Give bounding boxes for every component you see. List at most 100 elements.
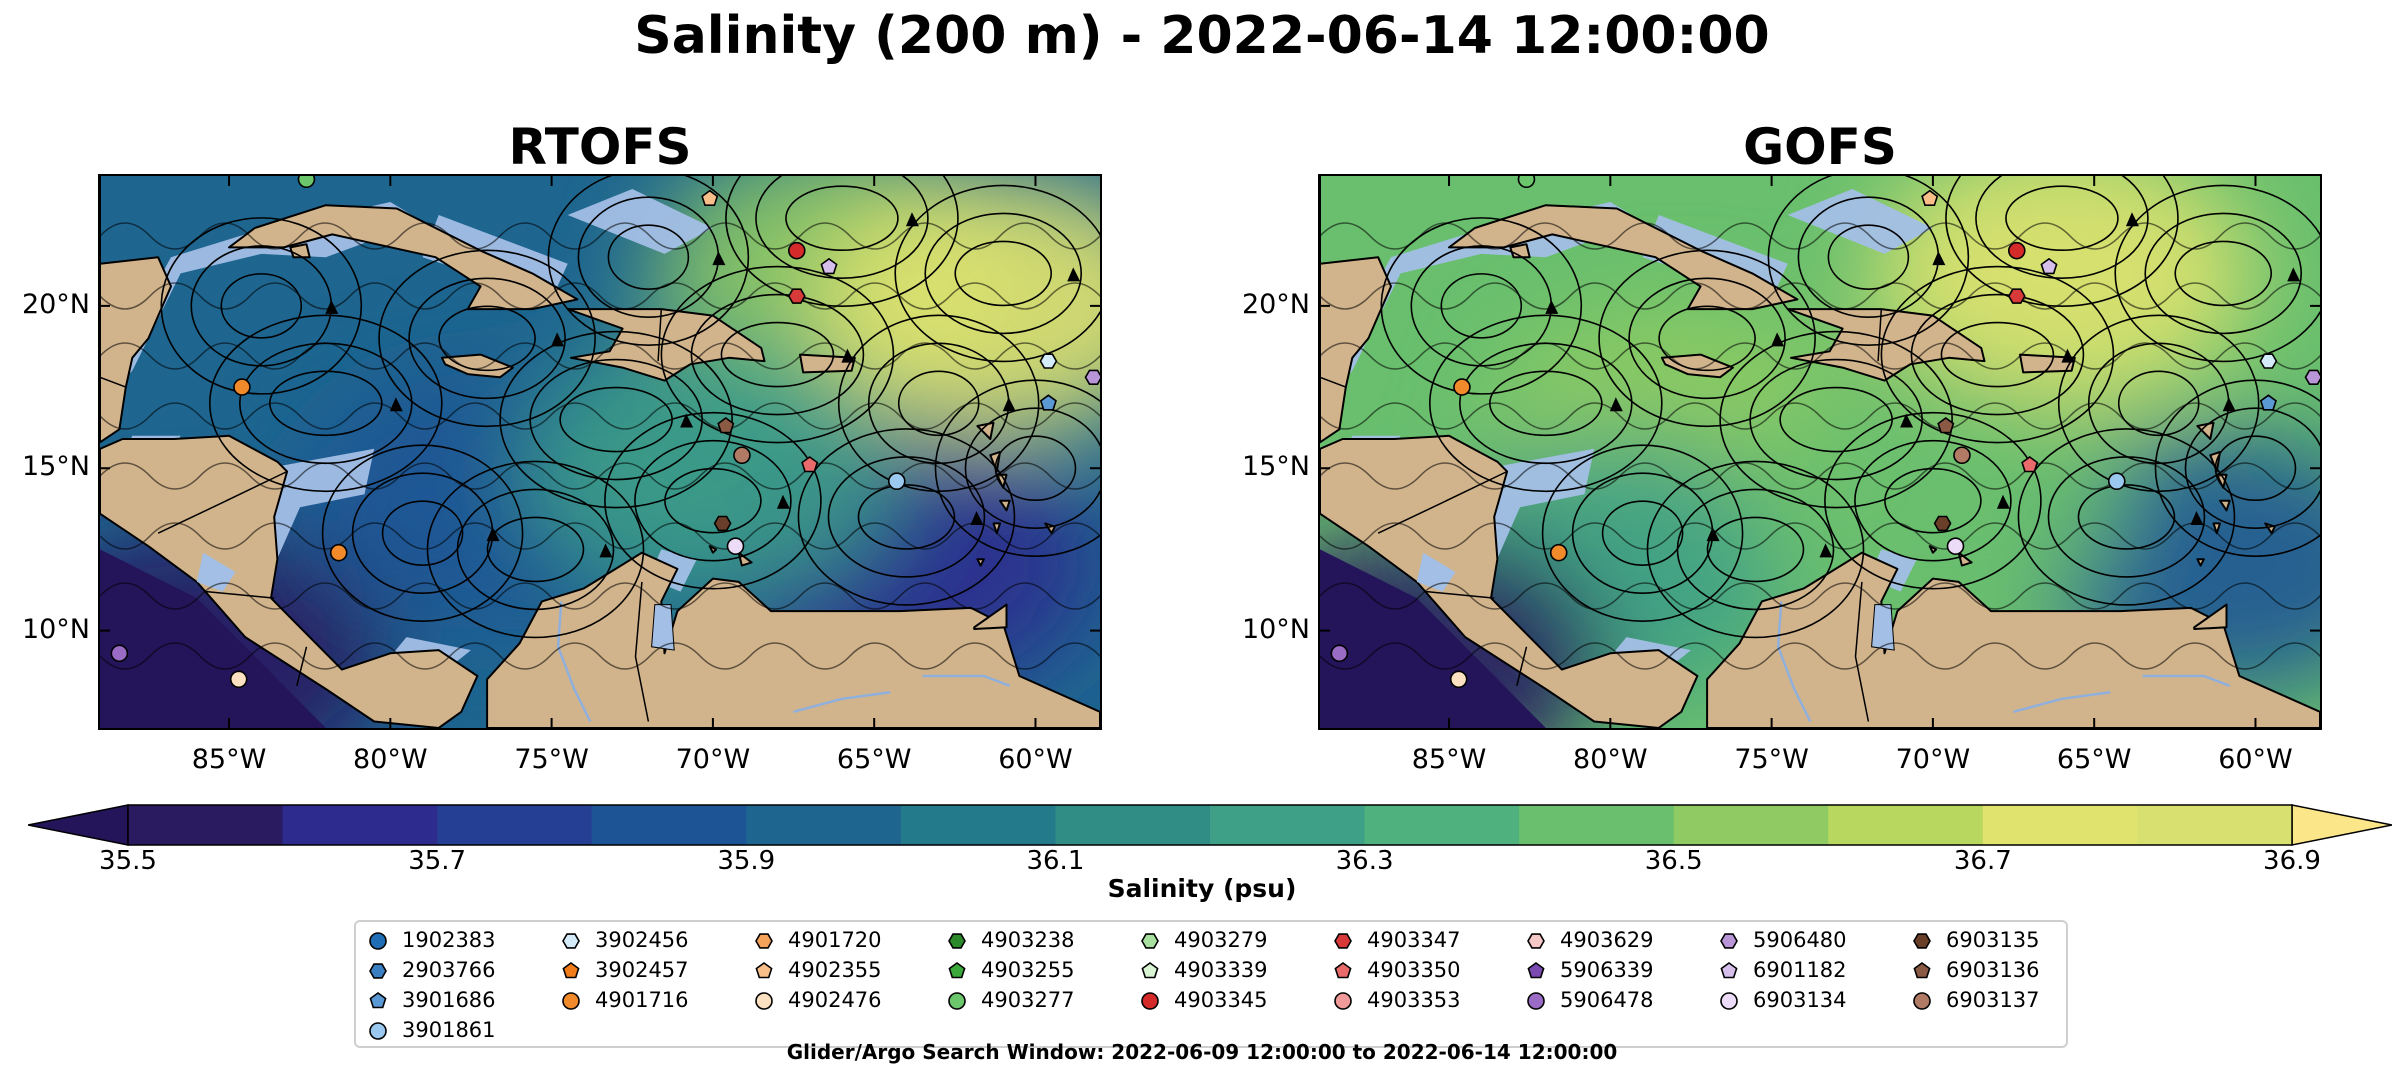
streamline — [408, 277, 566, 400]
colorbar-extend-low — [27, 804, 129, 846]
colorbar-segment — [128, 805, 284, 845]
country-border — [1854, 581, 1870, 722]
streamline — [100, 222, 1100, 250]
streamline — [1320, 582, 2320, 610]
y-tick-label: 10°N — [21, 613, 90, 645]
profile-marker-6903137 — [1953, 446, 1971, 465]
streamline — [1320, 402, 2320, 430]
country-border — [657, 309, 663, 362]
country-border — [460, 675, 479, 713]
legend-label: 4901716 — [595, 988, 689, 1012]
map-gofs — [1318, 174, 2322, 730]
streamline-arrow — [599, 543, 613, 558]
country-border — [100, 376, 127, 388]
pentagon-marker-icon — [562, 962, 580, 979]
streamline — [2144, 212, 2303, 335]
profile-marker-4901716 — [1549, 543, 1568, 562]
lake — [196, 552, 236, 592]
profile-marker-3901686 — [1039, 394, 1057, 411]
land-mass — [2219, 499, 2231, 512]
legend-label: 4901720 — [788, 928, 882, 952]
pacific-ocean-region — [100, 549, 326, 728]
hexagon-marker-icon — [948, 933, 966, 949]
land-mass — [973, 603, 1008, 630]
shallow-shelf — [267, 448, 375, 566]
legend-label: 1902383 — [402, 928, 496, 952]
panel-title-rtofs: RTOFS — [508, 118, 692, 176]
streamline — [755, 176, 929, 279]
land-mass — [2193, 603, 2228, 630]
profile-marker-4902476 — [229, 670, 248, 689]
streamline — [1320, 522, 2320, 550]
streamline — [690, 293, 865, 416]
streamline — [1658, 305, 1756, 372]
streamline — [994, 435, 1077, 502]
pentagon-marker-icon — [1141, 962, 1159, 979]
colorbar-extend-high — [2291, 804, 2393, 846]
hexagon-marker-icon — [1720, 933, 1738, 949]
colorbar-tick-label: 36.7 — [1953, 846, 2012, 876]
hexagon-marker-icon — [562, 933, 580, 949]
legend-label: 5906480 — [1753, 928, 1847, 952]
streamline — [209, 314, 443, 493]
river — [793, 691, 891, 714]
country-border — [206, 590, 275, 599]
streamline — [100, 402, 1100, 430]
streamline — [529, 358, 703, 481]
colorbar-segment — [746, 805, 902, 845]
streamline-arrow — [712, 251, 726, 266]
colorbar-label: Salinity (psu) — [1107, 874, 1297, 903]
streamline-arrow — [776, 494, 790, 509]
salinity-field-region — [1742, 370, 2123, 631]
streamline-arrow — [2222, 397, 2236, 412]
profile-marker-4903347 — [2007, 288, 2026, 304]
streamline — [1827, 224, 1910, 290]
land-mass — [976, 421, 995, 440]
streamline-arrow — [1819, 543, 1833, 558]
x-tick-label: 85°W — [191, 744, 267, 775]
streamline — [1884, 467, 1982, 534]
shallow-shelf — [567, 189, 713, 254]
streamline-arrow — [841, 348, 855, 363]
streamline-arrow — [2061, 348, 2075, 363]
land-mass — [999, 499, 1011, 512]
x-tick-label: 60°W — [2218, 744, 2293, 775]
pentagon-marker-icon — [755, 962, 773, 979]
river — [1776, 601, 1812, 723]
legend-label: 4903238 — [981, 928, 1075, 952]
land-mass — [100, 434, 479, 728]
profile-marker-5906480 — [1084, 369, 1100, 385]
profile-marker-3901861 — [887, 472, 906, 491]
streamline — [160, 217, 363, 395]
hexagon-marker-icon — [369, 963, 387, 979]
profile-marker-4903347 — [787, 288, 806, 304]
profile-marker-6903137 — [733, 446, 751, 465]
streamline — [499, 330, 733, 509]
streamline-arrow — [1609, 397, 1623, 412]
colorbar-tick-label: 36.3 — [1335, 846, 1394, 876]
river — [2142, 674, 2231, 687]
streamline — [785, 185, 899, 252]
streamline — [1601, 500, 1684, 566]
land-mass — [1044, 522, 1056, 535]
colorbar-tick-label: 36.9 — [2263, 846, 2321, 876]
streamline — [100, 342, 1100, 370]
colorbar-segment — [282, 805, 438, 845]
shallow-shelf — [1787, 189, 1933, 254]
streamline — [2005, 185, 2119, 252]
profile-marker-6903136 — [717, 417, 735, 434]
streamline — [1854, 439, 2012, 562]
country-border — [296, 646, 308, 686]
streamline-arrow — [1932, 251, 1946, 266]
streamline — [2077, 484, 2176, 550]
y-tick-label: 15°N — [1241, 451, 1310, 483]
country-border — [1680, 675, 1699, 713]
land-mass — [992, 522, 1001, 535]
colorbar-segment — [437, 805, 593, 845]
x-tick-label: 65°W — [836, 744, 912, 775]
profile-marker-4903277 — [1517, 176, 1536, 189]
x-tick-label: 70°W — [1895, 744, 1971, 775]
profile-marker-3901861 — [2107, 472, 2126, 491]
profile-marker-6903134 — [726, 537, 745, 555]
x-tick-label: 80°W — [1573, 744, 1648, 775]
